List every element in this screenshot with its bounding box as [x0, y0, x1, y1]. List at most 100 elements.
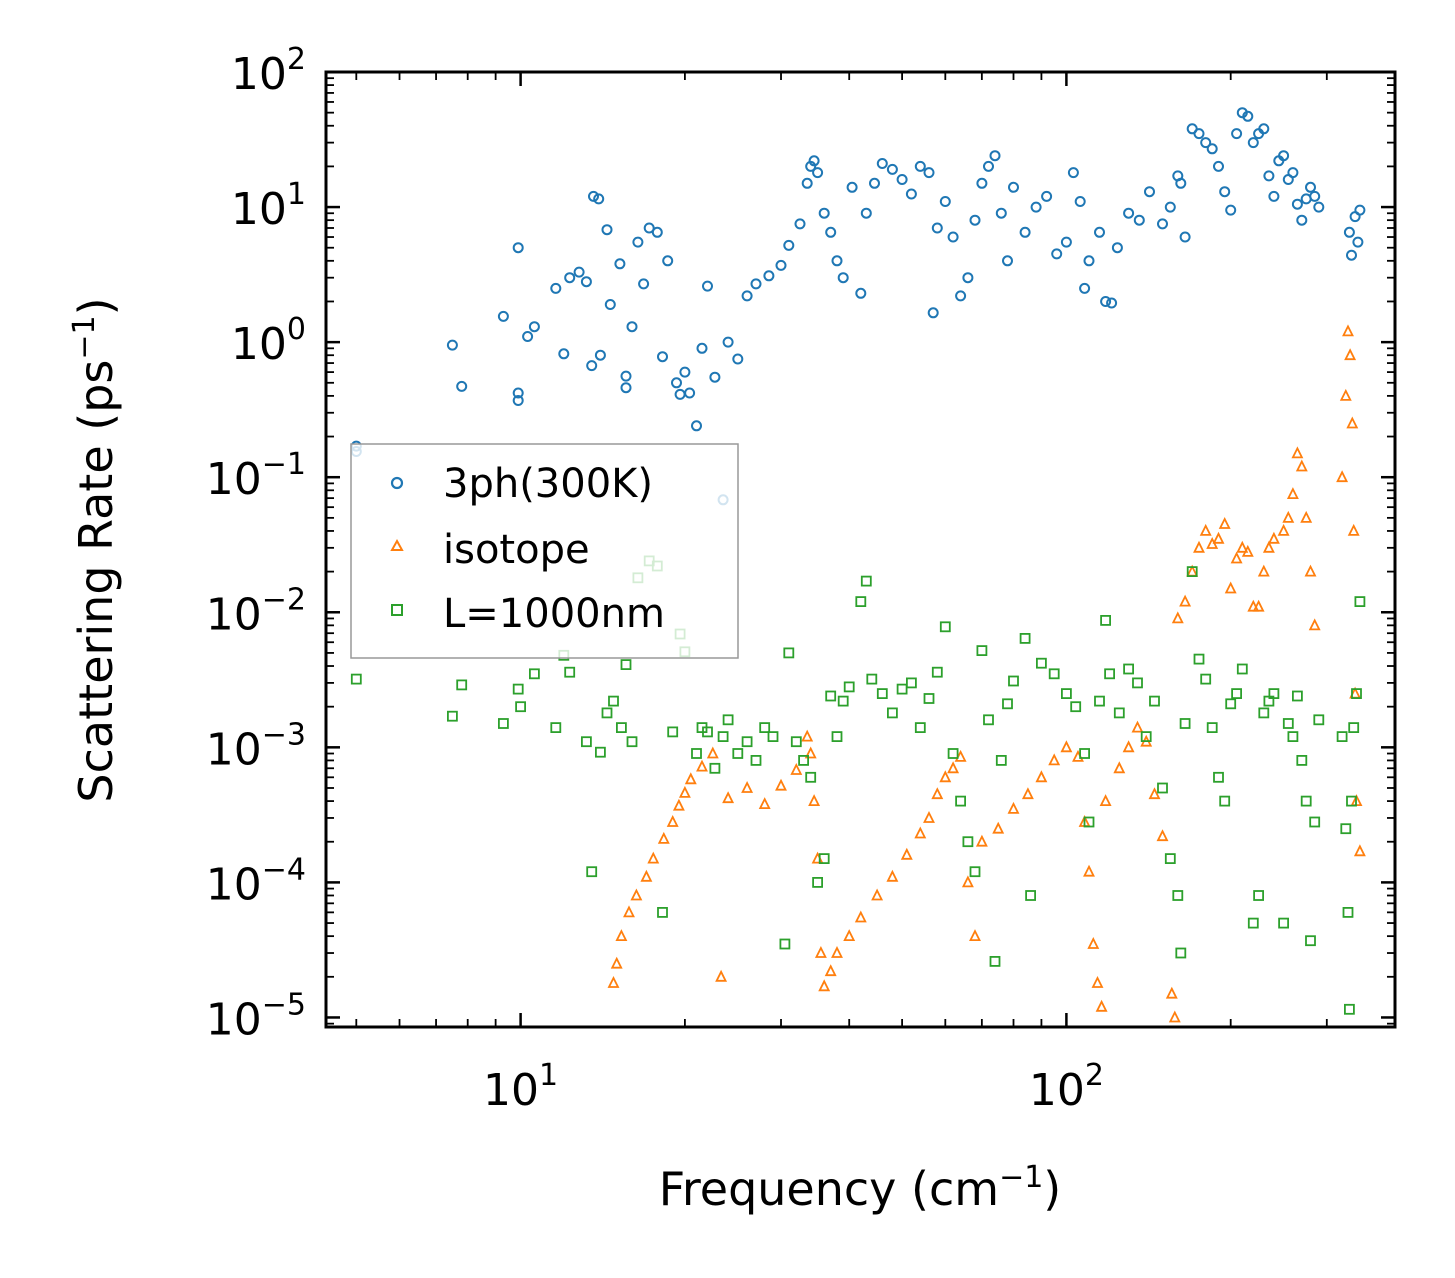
data-point-l1000nm: [1282, 718, 1294, 729]
x-axis-title: Frequency (cm−1): [659, 1160, 1062, 1216]
data-point-3ph: [955, 290, 967, 302]
data-point-l1000nm: [512, 683, 524, 695]
data-point-isotope: [1339, 388, 1352, 401]
data-point-3ph: [923, 167, 935, 179]
data-point-isotope: [1346, 416, 1359, 429]
data-point-l1000nm: [1070, 701, 1082, 713]
data-point-3ph: [983, 160, 994, 172]
legend-marker-circle: [390, 476, 404, 490]
data-point-3ph: [1231, 128, 1243, 140]
data-point-isotope: [1148, 787, 1161, 800]
data-point-l1000nm: [741, 736, 753, 748]
data-point-isotope: [657, 831, 670, 844]
data-point-isotope: [696, 759, 708, 772]
data-point-3ph: [969, 214, 981, 226]
data-point-isotope: [1347, 523, 1360, 536]
y-tick-label: 10−3: [206, 717, 306, 775]
data-point-l1000nm: [1200, 673, 1212, 685]
data-point-isotope: [1262, 540, 1275, 553]
data-point-l1000nm: [529, 668, 540, 680]
major-ticks: [326, 70, 1395, 1027]
data-point-l1000nm: [931, 666, 943, 678]
data-point-isotope: [607, 975, 620, 988]
data-point-3ph: [580, 276, 592, 288]
data-point-3ph: [702, 280, 713, 292]
data-point-isotope: [1007, 801, 1020, 814]
data-point-l1000nm: [722, 714, 734, 726]
y-tick-label: 10−4: [206, 852, 306, 910]
data-point-3ph: [763, 270, 775, 282]
data-point-3ph: [1074, 196, 1086, 207]
data-point-3ph: [855, 287, 867, 299]
data-point-isotope: [1199, 523, 1212, 536]
data-point-isotope: [1308, 618, 1321, 631]
data-point-l1000nm: [595, 746, 606, 758]
data-point-l1000nm: [1292, 690, 1303, 702]
y-tick-label: 100: [231, 312, 306, 370]
data-point-isotope: [1095, 999, 1108, 1012]
data-point-3ph: [594, 349, 606, 361]
data-point-3ph: [1200, 137, 1212, 149]
data-point-3ph: [643, 222, 655, 234]
data-point-l1000nm: [805, 771, 817, 783]
data-point-3ph: [876, 158, 888, 169]
data-point-l1000nm: [1340, 823, 1352, 835]
data-point-l1000nm: [896, 683, 908, 695]
data-point-isotope: [684, 772, 697, 785]
y-axis-title: Scattering Rate (ps−1): [67, 297, 123, 802]
data-point-3ph: [620, 370, 632, 382]
data-point-3ph: [775, 259, 787, 271]
data-point-3ph: [869, 177, 880, 189]
data-point-isotope: [808, 794, 821, 806]
data-point-3ph: [1019, 226, 1031, 238]
data-point-isotope: [923, 810, 935, 823]
data-point-l1000nm: [1002, 698, 1013, 710]
data-point-isotope: [1179, 594, 1192, 607]
data-point-l1000nm: [876, 688, 888, 699]
data-point-3ph: [696, 342, 708, 354]
data-point-3ph: [1051, 248, 1063, 260]
data-point-isotope: [1241, 544, 1254, 557]
data-point-3ph: [1060, 236, 1072, 248]
data-point-l1000nm: [1025, 890, 1036, 901]
data-point-isotope: [1171, 611, 1184, 624]
data-point-3ph: [709, 371, 721, 383]
data-point-3ph: [1343, 226, 1355, 238]
data-point-isotope: [1156, 829, 1169, 842]
data-point-l1000nm: [586, 866, 598, 878]
data-point-l1000nm: [608, 695, 619, 707]
series-circle-group: [350, 107, 1366, 506]
data-point-l1000nm: [550, 722, 562, 733]
data-point-3ph: [679, 366, 691, 378]
data-point-l1000nm: [1083, 816, 1095, 828]
data-point-l1000nm: [350, 673, 362, 685]
data-point-isotope: [818, 979, 831, 992]
data-point-l1000nm: [1104, 668, 1115, 680]
data-point-l1000nm: [626, 736, 638, 748]
data-point-3ph: [905, 188, 917, 200]
data-point-l1000nm: [1172, 890, 1184, 901]
data-point-3ph: [896, 174, 908, 185]
data-point-l1000nm: [1344, 1003, 1355, 1015]
data-point-3ph: [794, 218, 806, 230]
data-point-isotope: [1291, 446, 1304, 459]
data-point-isotope: [1087, 936, 1100, 949]
data-point-3ph: [1305, 181, 1316, 193]
data-point-l1000nm: [1336, 731, 1348, 742]
data-point-l1000nm: [887, 707, 898, 719]
data-point-isotope: [1193, 540, 1205, 553]
data-point-isotope: [814, 945, 827, 958]
data-point-3ph: [497, 310, 509, 322]
data-point-l1000nm: [1193, 653, 1205, 665]
data-point-3ph: [1179, 231, 1191, 243]
data-point-isotope: [1035, 770, 1048, 783]
data-point-isotope: [623, 905, 635, 918]
data-point-3ph: [1213, 160, 1224, 172]
data-point-l1000nm: [1351, 688, 1362, 699]
data-point-isotope: [1336, 470, 1349, 483]
data-point-l1000nm: [717, 731, 729, 742]
data-point-3ph: [1346, 249, 1357, 261]
data-point-l1000nm: [1313, 714, 1325, 726]
data-point-l1000nm: [1213, 771, 1224, 783]
data-point-3ph: [1133, 214, 1145, 226]
